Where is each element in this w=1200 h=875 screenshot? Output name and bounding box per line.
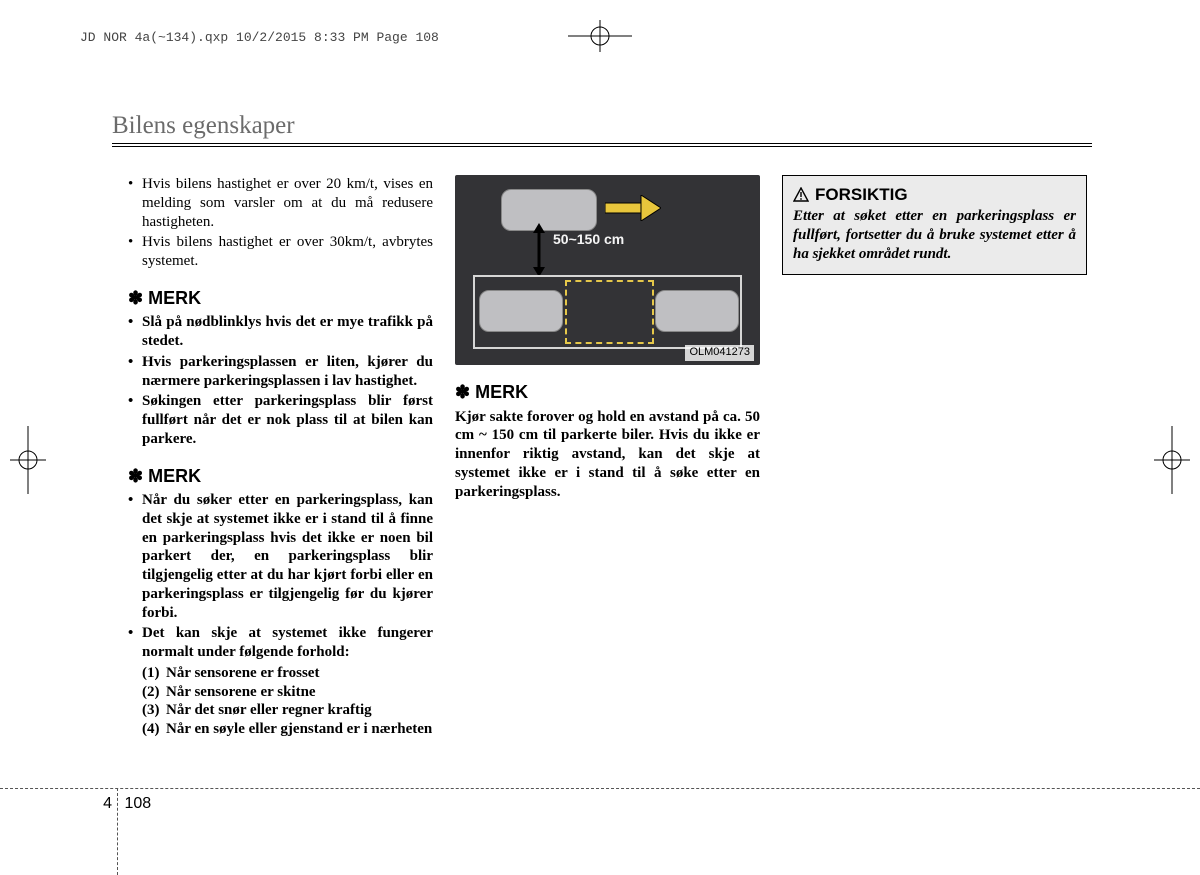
warning-icon: [793, 187, 809, 203]
list-text: Når du søker etter en parkeringsplass, k…: [142, 491, 433, 622]
page-title-block: Bilens egenskaper: [112, 112, 1092, 147]
car-top-icon: [501, 189, 597, 231]
page-title: Bilens egenskaper: [112, 112, 1092, 140]
sub-item: (3)Når det snør eller regner kraftig: [128, 701, 433, 720]
column-left: • Hvis bilens hastighet er over 20 km/t,…: [128, 175, 433, 739]
list-text: Slå på nødblinklys hvis det er mye trafi…: [142, 313, 433, 351]
figure-code: OLM041273: [685, 345, 754, 361]
sub-item: (1)Når sensorene er frosset: [128, 664, 433, 683]
caution-heading: FORSIKTIG: [793, 184, 1076, 205]
list-text: Det kan skje at systemet ikke fungerer n…: [142, 624, 433, 662]
list-item: •Det kan skje at systemet ikke fungerer …: [128, 624, 433, 662]
list-item: •Hvis parkeringsplassen er liten, kjører…: [128, 353, 433, 391]
title-rule: [112, 143, 1092, 144]
parked-car-icon: [655, 290, 739, 332]
bullet-icon: •: [128, 175, 142, 231]
note-heading: ✽ MERK: [455, 381, 760, 404]
parking-slot-outline: [565, 280, 654, 344]
note-list: •Slå på nødblinklys hvis det er mye traf…: [128, 313, 433, 448]
list-item: • Hvis bilens hastighet er over 30km/t, …: [128, 233, 433, 271]
column-center: 50~150 cm OLM041273 ✽ MERK Kjør sakte fo…: [455, 175, 760, 739]
sub-item: (4)Når en søyle eller gjenstand er i nær…: [128, 720, 433, 739]
registration-mark-right: [1154, 420, 1190, 500]
registration-mark-left: [10, 420, 46, 500]
content-area: • Hvis bilens hastighet er over 20 km/t,…: [128, 175, 1088, 739]
print-header: JD NOR 4a(~134).qxp 10/2/2015 8:33 PM Pa…: [80, 30, 439, 45]
list-text: Hvis parkeringsplassen er liten, kjører …: [142, 353, 433, 391]
figure-parking-diagram: 50~150 cm OLM041273: [455, 175, 760, 365]
distance-arrow-icon: [530, 223, 548, 277]
trim-dash-horizontal: [0, 788, 1200, 789]
registration-mark-top: [560, 20, 640, 52]
caution-body: Etter at søket etter en parkeringsplass …: [793, 207, 1076, 263]
page-folio: 4 108: [96, 795, 151, 813]
title-rule: [112, 146, 1092, 147]
list-text: Hvis bilens hastighet er over 20 km/t, v…: [142, 175, 433, 231]
column-right: FORSIKTIG Etter at søket etter en parker…: [782, 175, 1087, 739]
note-heading: ✽ MERK: [128, 287, 433, 310]
parked-car-icon: [479, 290, 563, 332]
list-item: •Slå på nødblinklys hvis det er mye traf…: [128, 313, 433, 351]
bullet-icon: •: [128, 233, 142, 271]
list-text: Søkingen etter parkeringsplass blir førs…: [142, 392, 433, 448]
page-number: 108: [124, 795, 151, 812]
sub-item: (2)Når sensorene er skitne: [128, 683, 433, 702]
list-item: •Søkingen etter parkeringsplass blir før…: [128, 392, 433, 448]
arrow-forward-icon: [605, 195, 661, 221]
figure-dimension-text: 50~150 cm: [553, 231, 624, 249]
list-item: • Hvis bilens hastighet er over 20 km/t,…: [128, 175, 433, 231]
caution-box: FORSIKTIG Etter at søket etter en parker…: [782, 175, 1087, 275]
note-heading: ✽ MERK: [128, 465, 433, 488]
chapter-number: 4: [96, 795, 112, 813]
list-item: •Når du søker etter en parkeringsplass, …: [128, 491, 433, 622]
note-list: •Når du søker etter en parkeringsplass, …: [128, 491, 433, 739]
list-text: Hvis bilens hastighet er over 30km/t, av…: [142, 233, 433, 271]
caution-heading-text: FORSIKTIG: [815, 184, 908, 205]
note-body: Kjør sakte forover og hold en avstand på…: [455, 408, 760, 502]
